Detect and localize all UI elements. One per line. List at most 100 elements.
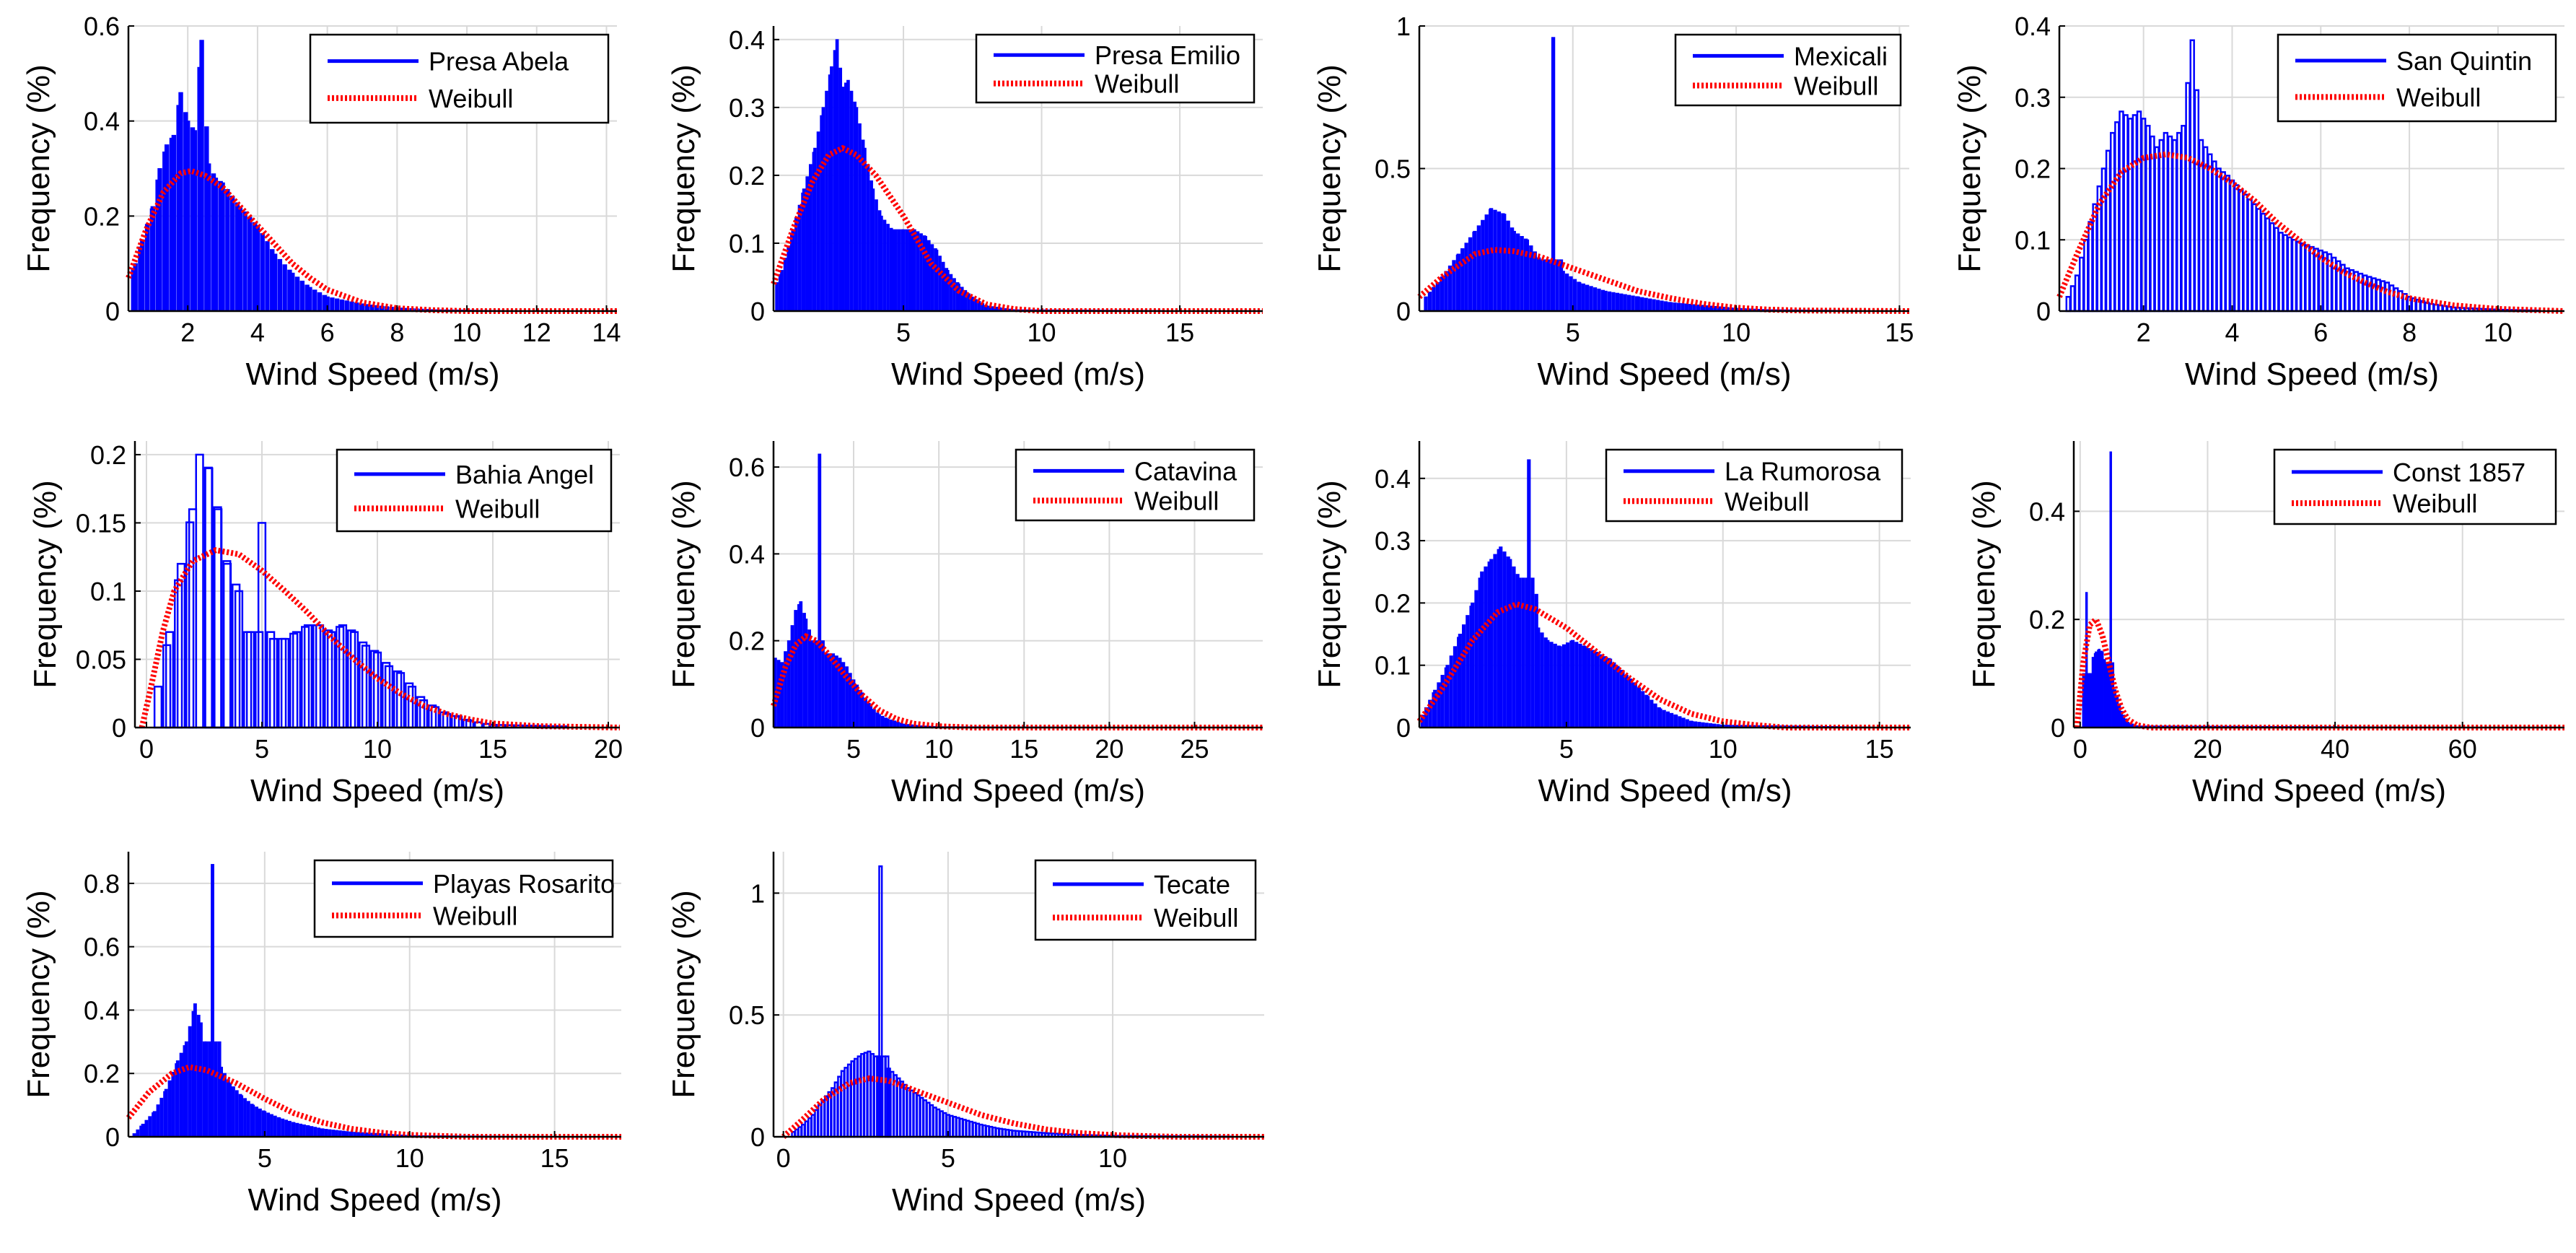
- histogram-bar: [324, 1129, 328, 1138]
- histogram-bar: [2101, 651, 2104, 728]
- histogram-bar: [307, 287, 312, 312]
- histogram-bar: [273, 1115, 277, 1138]
- x-tick-label: 25: [1180, 734, 1209, 764]
- histogram-bar: [1508, 559, 1512, 728]
- histogram-bar: [141, 1123, 145, 1138]
- histogram-bar: [354, 302, 359, 312]
- histogram-bar: [846, 79, 850, 312]
- histogram-bar: [1615, 292, 1619, 312]
- x-axis-label: Wind Speed (m/s): [1537, 357, 1791, 392]
- histogram-bar: [945, 270, 950, 312]
- chart-panel-playas-rosarito: 5 10 15 0 0.2 0.4 0.6 0.8 Wind Speed (m/s) Freque…: [21, 852, 621, 1218]
- histogram-bar: [810, 1114, 815, 1138]
- histogram-bar: [1502, 214, 1507, 312]
- histogram-bar: [251, 1104, 255, 1138]
- histogram-bar: [1540, 632, 1544, 728]
- histogram-bar: [164, 144, 170, 312]
- legend-box: [1015, 448, 1256, 522]
- histogram-bar: [229, 196, 235, 312]
- histogram-bar: [1489, 559, 1494, 728]
- histogram-bar: [817, 1104, 822, 1138]
- histogram-bar: [1460, 248, 1465, 312]
- histogram-bar: [1428, 699, 1432, 728]
- histogram-bar: [844, 1067, 849, 1138]
- histogram-bar: [866, 164, 870, 312]
- histogram-bar: [1658, 708, 1662, 728]
- histogram-bar: [1681, 717, 1686, 728]
- histogram-bar: [292, 1122, 296, 1138]
- histogram-bar: [2104, 662, 2107, 728]
- histogram-bar: [1555, 259, 1559, 312]
- histogram-bar: [2119, 110, 2124, 313]
- histogram-bar: [1449, 655, 1453, 728]
- histogram-bar: [871, 188, 875, 312]
- histogram-bar: [1678, 716, 1682, 728]
- histogram-bar: [797, 1126, 802, 1138]
- histogram-bar: [2260, 212, 2266, 313]
- histogram-bar: [1587, 647, 1591, 728]
- y-tick-label: 0.6: [84, 12, 120, 41]
- histogram-bar: [242, 211, 247, 312]
- histogram-bar: [882, 219, 887, 312]
- x-tick-label: 15: [1885, 318, 1914, 347]
- histogram-bar: [2127, 118, 2133, 313]
- histogram-bar: [225, 188, 230, 312]
- x-tick-label: 20: [1095, 734, 1123, 764]
- histogram-bar: [810, 640, 815, 728]
- histogram-bar: [159, 1097, 164, 1138]
- x-tick-label: 4: [2225, 318, 2239, 347]
- histogram-bar: [205, 1041, 209, 1138]
- histogram-bar: [2111, 662, 2115, 728]
- histogram-bar: [1002, 1128, 1007, 1138]
- x-axis-label: Wind Speed (m/s): [891, 773, 1145, 808]
- histogram-bar: [2238, 188, 2244, 313]
- histogram-bar: [339, 299, 345, 312]
- histogram-bar: [1637, 687, 1642, 728]
- histogram-bar: [1561, 271, 1565, 312]
- histogram-bar: [962, 1119, 967, 1138]
- histogram-bar: [952, 1116, 958, 1138]
- y-tick-label: 0.05: [76, 645, 126, 674]
- histogram-bar: [2176, 131, 2182, 313]
- histogram-bar: [1583, 646, 1587, 728]
- histogram-bar: [2095, 651, 2098, 728]
- histogram-bar: [334, 298, 340, 312]
- histogram-bar: [1641, 691, 1645, 728]
- histogram-bar: [837, 1075, 842, 1138]
- histogram-bar: [938, 256, 942, 312]
- histogram-bar: [821, 107, 825, 312]
- histogram-bar: [1464, 243, 1468, 312]
- histogram-bar: [220, 182, 225, 312]
- histogram-bar: [2109, 131, 2116, 313]
- legend-box: [336, 448, 613, 533]
- histogram-bar: [818, 453, 822, 728]
- legend-label-station: Playas Rosarito: [433, 869, 615, 899]
- histogram-bar: [934, 249, 939, 312]
- histogram-bar: [1631, 295, 1635, 312]
- x-tick-label: 5: [896, 318, 911, 347]
- y-axis-label: Frequency (%): [21, 890, 56, 1099]
- x-tick-label: 5: [941, 1143, 955, 1173]
- x-tick-label: 5: [255, 734, 269, 764]
- histogram-bar: [2305, 244, 2310, 313]
- histogram-bar: [2105, 149, 2111, 313]
- histogram-bar: [873, 1055, 878, 1138]
- histogram-bar: [889, 719, 893, 728]
- histogram-bar: [916, 1094, 921, 1138]
- x-tick-label: 10: [1028, 318, 1056, 347]
- histogram-bar: [1427, 292, 1432, 312]
- histogram-bar: [1551, 37, 1556, 312]
- histogram-bar: [1481, 219, 1485, 312]
- histogram-bar: [175, 1060, 180, 1138]
- histogram-bar: [2375, 279, 2381, 313]
- histogram-bar: [974, 299, 978, 312]
- histogram-bar: [2384, 281, 2391, 313]
- histogram-bar: [214, 1041, 218, 1138]
- histogram-bar: [2163, 131, 2169, 313]
- histogram-bar: [1574, 642, 1579, 728]
- histogram-bar: [317, 1127, 320, 1138]
- x-axis-label: Wind Speed (m/s): [247, 1182, 501, 1218]
- histogram-bar: [148, 1116, 152, 1138]
- histogram-bar: [2207, 153, 2213, 313]
- histogram-bar: [893, 720, 897, 728]
